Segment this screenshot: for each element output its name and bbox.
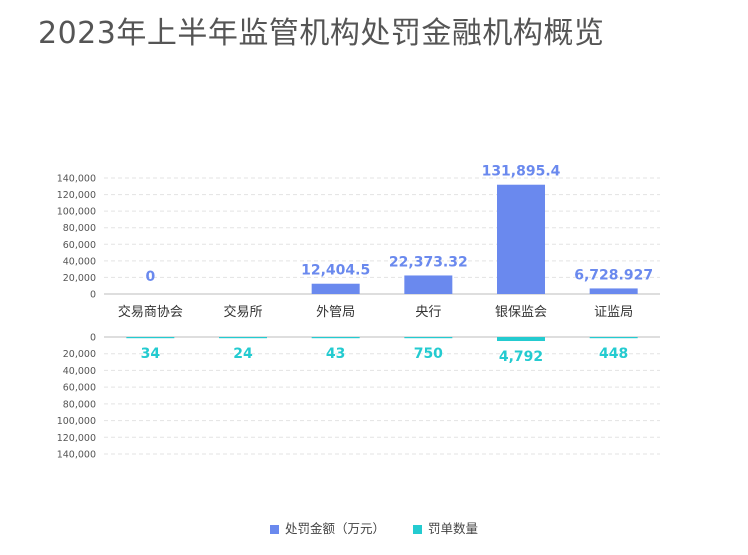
amount-data-label: 12,404.5 (301, 263, 370, 279)
count-data-label: 24 (233, 346, 253, 362)
legend-label-amount: 处罚金额（万元） (284, 521, 385, 536)
amount-data-label: 131,895.4 (482, 164, 561, 180)
count-bar (311, 337, 360, 339)
count-bar (219, 337, 267, 339)
count-data-label: 34 (141, 346, 161, 362)
count-bar (589, 337, 638, 339)
amount-data-label: 22,373.32 (389, 254, 468, 270)
x-category-label: 银保监会 (495, 305, 547, 320)
x-category-label: 交易商协会 (118, 304, 183, 320)
amount-data-label: 0 (145, 269, 155, 285)
top-y-tick-label: 60,000 (63, 240, 96, 251)
bottom-y-tick-label: 0 (90, 333, 96, 344)
top-y-tick-label: 20,000 (63, 273, 96, 284)
legend-label-count: 罚单数量 (427, 521, 478, 536)
amount-bar (311, 283, 360, 294)
count-data-label: 43 (326, 346, 345, 362)
legend-swatch-count (412, 525, 422, 534)
top-y-tick-label: 140,000 (57, 174, 96, 185)
bottom-y-tick-label: 140,000 (57, 450, 96, 461)
top-y-tick-label: 80,000 (63, 223, 96, 234)
x-category-label: 交易所 (223, 304, 262, 320)
x-category-label: 证监局 (594, 305, 633, 320)
count-data-label: 448 (599, 346, 628, 362)
count-data-label: 4,792 (499, 349, 543, 365)
bottom-y-tick-label: 100,000 (57, 416, 96, 427)
legend: 处罚金额（万元） 罚单数量 (0, 518, 748, 537)
legend-item-amount[interactable]: 处罚金额（万元） (269, 518, 385, 537)
amount-data-label: 6,728.927 (574, 267, 653, 283)
x-category-label: 央行 (415, 305, 441, 320)
amount-bar (497, 184, 545, 294)
count-bar (126, 337, 175, 339)
count-bar (497, 337, 545, 342)
bottom-y-tick-label: 120,000 (57, 433, 96, 444)
amount-bar (404, 275, 453, 294)
chart-title: 2023年上半年监管机构处罚金融机构概览 (38, 16, 605, 51)
top-y-tick-label: 0 (90, 290, 96, 301)
count-data-label: 750 (414, 346, 443, 362)
amount-bar (589, 288, 638, 294)
bottom-y-tick-label: 60,000 (63, 383, 96, 394)
bottom-y-tick-label: 40,000 (63, 366, 96, 377)
top-y-tick-label: 100,000 (57, 207, 96, 218)
bottom-y-tick-label: 80,000 (63, 399, 96, 410)
chart-canvas: 0 20,000 40,000 60,000 80,000 100,000 120,000 1… (57, 164, 660, 461)
legend-item-count[interactable]: 罚单数量 (412, 518, 478, 537)
bottom-y-tick-label: 20,000 (63, 349, 96, 360)
x-category-label: 外管局 (316, 305, 355, 320)
top-y-tick-label: 120,000 (57, 190, 96, 201)
count-bar (404, 337, 453, 339)
legend-swatch-amount (269, 525, 279, 534)
top-y-tick-label: 40,000 (63, 256, 96, 267)
